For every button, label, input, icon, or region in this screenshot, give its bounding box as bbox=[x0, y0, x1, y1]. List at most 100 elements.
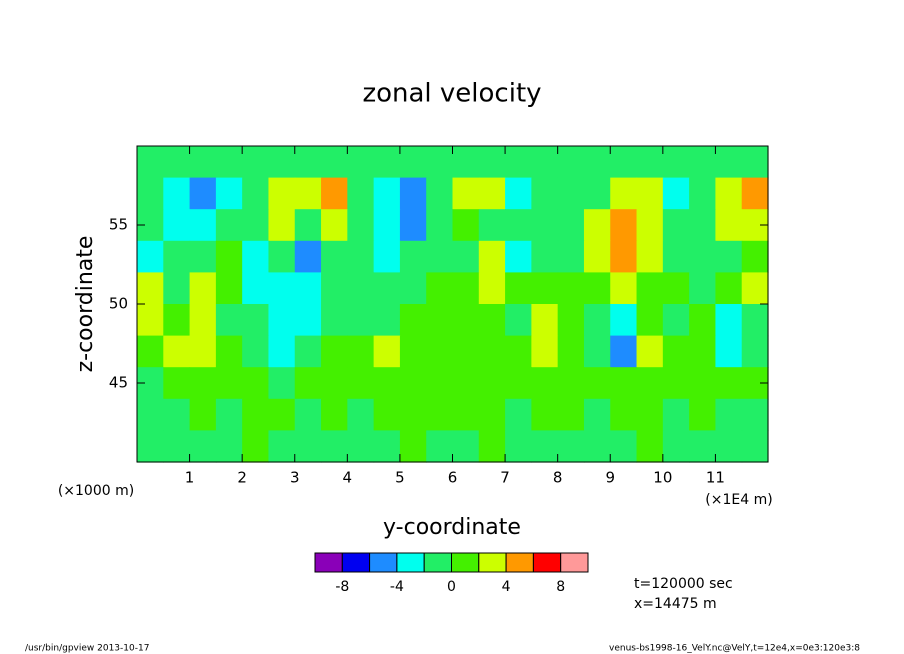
cell bbox=[557, 304, 585, 337]
colorbar-box bbox=[369, 552, 398, 573]
cell bbox=[557, 209, 585, 242]
cell bbox=[452, 367, 480, 400]
cell bbox=[741, 240, 769, 273]
cell bbox=[426, 367, 454, 400]
cell bbox=[189, 367, 217, 400]
footer: /usr/bin/gpview 2013-10-17 bbox=[25, 644, 149, 654]
cell bbox=[215, 240, 243, 273]
x-tick-label: 7 bbox=[500, 469, 510, 487]
cell bbox=[294, 240, 322, 273]
cell bbox=[636, 240, 664, 273]
cell bbox=[478, 240, 506, 273]
colorbar-label: 8 bbox=[556, 579, 565, 595]
cell bbox=[689, 335, 717, 368]
x-tick-label: 4 bbox=[343, 469, 353, 487]
colorbar-box bbox=[560, 552, 589, 573]
cell bbox=[452, 335, 480, 368]
cell bbox=[163, 430, 191, 463]
cell bbox=[426, 146, 454, 179]
cell bbox=[741, 304, 769, 337]
cell bbox=[426, 430, 454, 463]
cell bbox=[347, 367, 375, 400]
cell bbox=[689, 272, 717, 305]
cell bbox=[741, 430, 769, 463]
cell bbox=[715, 209, 743, 242]
colorbar-box bbox=[396, 552, 425, 573]
cell bbox=[505, 430, 532, 463]
colorbar-box bbox=[532, 552, 562, 573]
cell bbox=[715, 398, 743, 431]
annotation: x=14475 m bbox=[634, 596, 717, 612]
x-tick-label: 6 bbox=[448, 469, 458, 487]
cell bbox=[478, 430, 506, 463]
cell bbox=[531, 398, 559, 431]
cell bbox=[347, 177, 375, 210]
cell bbox=[583, 240, 611, 273]
cell bbox=[294, 398, 322, 431]
cell bbox=[399, 146, 427, 179]
y-tick-label: 55 bbox=[109, 216, 128, 234]
chart-title: zonal velocity bbox=[362, 79, 541, 109]
cell bbox=[478, 177, 506, 210]
x-tick-label: 1 bbox=[185, 469, 195, 487]
cell bbox=[741, 272, 769, 305]
cell bbox=[242, 430, 270, 463]
cell bbox=[268, 240, 296, 273]
cell bbox=[321, 367, 348, 400]
cell bbox=[531, 335, 559, 368]
cell bbox=[189, 177, 217, 210]
cell bbox=[505, 146, 532, 179]
cell bbox=[662, 209, 690, 242]
cell bbox=[452, 304, 480, 337]
cell bbox=[452, 177, 480, 210]
cell bbox=[715, 367, 743, 400]
cell bbox=[610, 335, 638, 368]
cell bbox=[715, 430, 743, 463]
cell bbox=[189, 272, 217, 305]
cell bbox=[557, 398, 585, 431]
cell bbox=[557, 146, 585, 179]
cell bbox=[163, 240, 191, 273]
cell bbox=[557, 240, 585, 273]
footer: venus-bs1998-16_VelY.nc@VelY,t=12e4,x=0e… bbox=[609, 644, 860, 654]
cell bbox=[610, 209, 638, 242]
cell bbox=[478, 335, 506, 368]
cell bbox=[189, 209, 217, 242]
cell bbox=[163, 398, 191, 431]
cell bbox=[373, 430, 401, 463]
colorbar-box bbox=[314, 552, 343, 573]
cell bbox=[163, 209, 191, 242]
cell bbox=[163, 272, 191, 305]
cell bbox=[399, 335, 427, 368]
cell bbox=[478, 146, 506, 179]
cell bbox=[268, 367, 296, 400]
cell bbox=[294, 430, 322, 463]
cell bbox=[242, 304, 270, 337]
cell bbox=[242, 367, 270, 400]
cell bbox=[662, 398, 690, 431]
cell bbox=[373, 146, 401, 179]
cell bbox=[689, 367, 717, 400]
cell bbox=[636, 430, 664, 463]
cell bbox=[505, 240, 532, 273]
cell bbox=[426, 335, 454, 368]
cell bbox=[610, 398, 638, 431]
cell bbox=[583, 335, 611, 368]
cell bbox=[163, 335, 191, 368]
cell bbox=[583, 430, 611, 463]
cell bbox=[610, 240, 638, 273]
cell bbox=[321, 304, 348, 337]
cell bbox=[505, 177, 532, 210]
cell bbox=[531, 272, 559, 305]
y-axis-label: z-coordinate bbox=[73, 236, 98, 373]
cell bbox=[583, 177, 611, 210]
cell bbox=[689, 177, 717, 210]
cell bbox=[215, 209, 243, 242]
cell bbox=[163, 367, 191, 400]
cell bbox=[662, 240, 690, 273]
cell bbox=[189, 240, 217, 273]
cell bbox=[294, 304, 322, 337]
cell bbox=[478, 209, 506, 242]
cell bbox=[321, 177, 348, 210]
